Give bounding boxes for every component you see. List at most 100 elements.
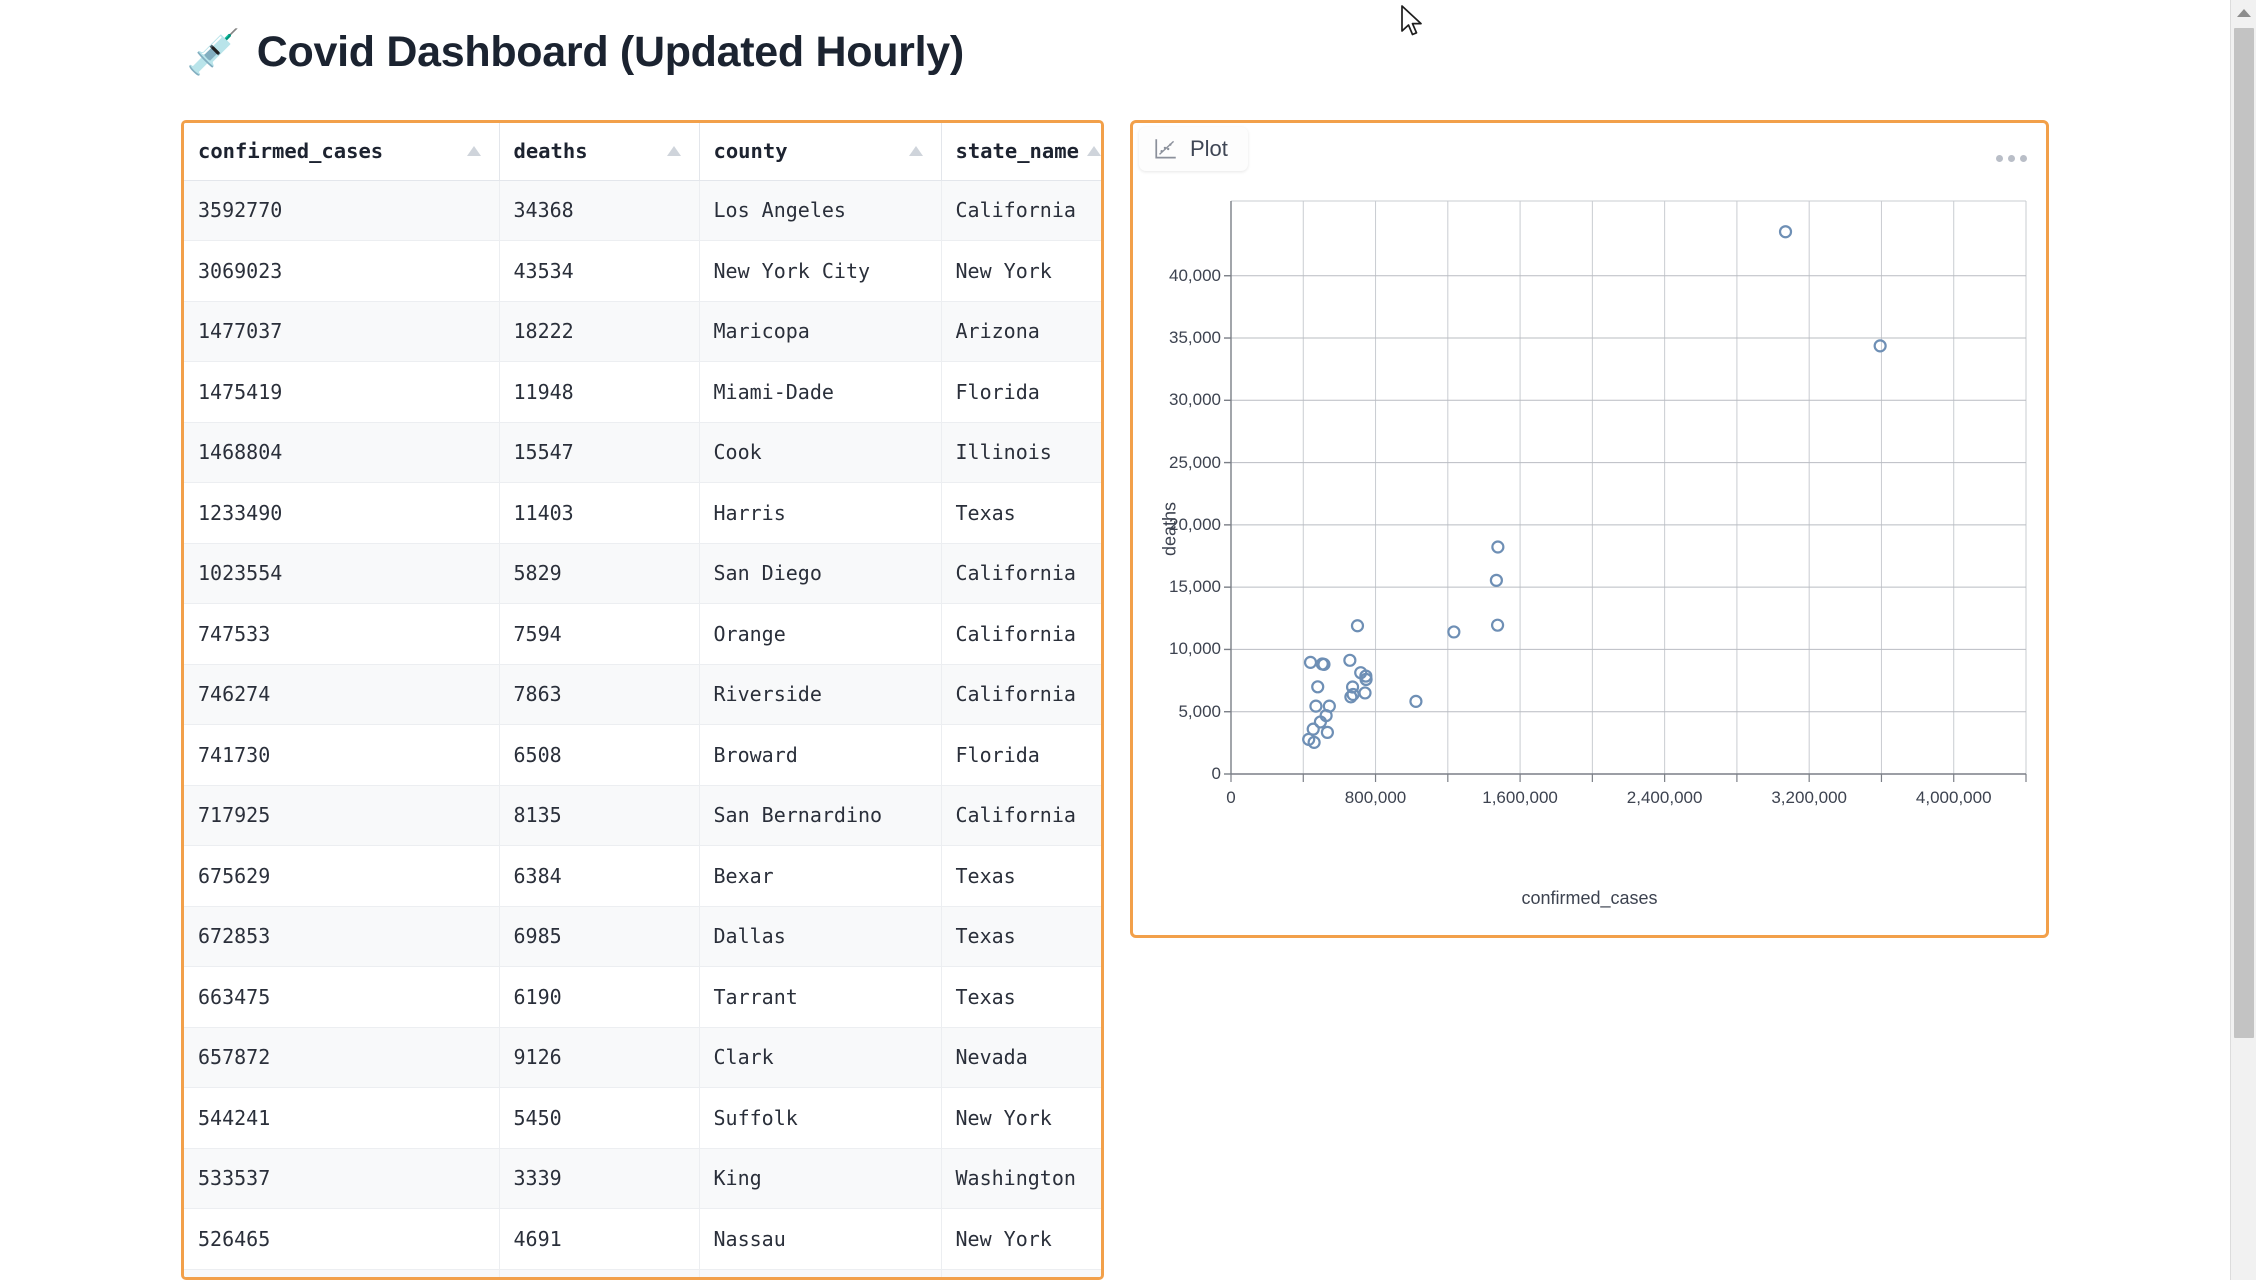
cell-deaths: 6384	[499, 845, 700, 907]
table-row[interactable]: 533537 3339 King Washington	[184, 1148, 1101, 1209]
page-title-text: Covid Dashboard (Updated Hourly)	[256, 28, 964, 76]
scatter-point[interactable]	[1491, 540, 1505, 554]
table-row[interactable]: 3069023 43534 New York City New York	[184, 240, 1101, 302]
y-tick-label: 20,000	[1169, 514, 1221, 534]
cell-county: Harris	[699, 482, 942, 544]
table-row[interactable]: 1477037 18222 Maricopa Arizona	[184, 301, 1101, 362]
y-tick-label: 10,000	[1169, 639, 1221, 659]
table-row[interactable]: 1468804 15547 Cook Illinois	[184, 422, 1101, 483]
scatter-plot-svg[interactable]	[1133, 123, 2052, 941]
scatter-point[interactable]	[1873, 339, 1887, 353]
cell-county: Maricopa	[699, 301, 942, 362]
table-row[interactable]: 1233490 11403 Harris Texas	[184, 482, 1101, 544]
cell-confirmed_cases: 1477037	[184, 301, 500, 362]
table-row[interactable]: 5145138802WayneMichigan	[184, 1269, 1101, 1277]
scatter-point[interactable]	[1490, 618, 1505, 632]
cell-confirmed_cases: 675629	[184, 845, 500, 907]
scatter-point[interactable]	[1303, 655, 1318, 669]
scatter-point[interactable]	[1350, 619, 1365, 633]
column-header-deaths[interactable]: deaths	[499, 123, 700, 181]
page-title: 💉 Covid Dashboard (Updated Hourly)	[186, 28, 964, 77]
cell-state_name: Florida	[941, 361, 1101, 423]
scatter-point[interactable]	[1778, 225, 1793, 239]
table-row[interactable]: 544241 5450 Suffolk New York	[184, 1087, 1101, 1149]
cell-state_name: Nevada	[941, 1027, 1101, 1088]
scatter-point[interactable]	[1409, 694, 1423, 708]
vertical-scrollbar[interactable]	[2230, 0, 2256, 1280]
scroll-up-arrow-icon[interactable]	[2236, 9, 2251, 17]
cell-county: Tarrant	[699, 966, 942, 1028]
cell-deaths: 9126	[499, 1027, 700, 1088]
table-row[interactable]: 1023554 5829 San Diego California	[184, 543, 1101, 604]
sort-arrow-up-icon[interactable]	[908, 146, 923, 157]
scrollbar-thumb[interactable]	[2234, 28, 2254, 1038]
table-row[interactable]: 675629 6384 Bexar Texas	[184, 845, 1101, 907]
cell-state_name: California	[941, 180, 1101, 241]
scatter-point[interactable]	[1343, 653, 1357, 667]
table-row[interactable]: 746274 7863 Riverside California	[184, 664, 1101, 725]
scatter-point[interactable]	[1309, 699, 1323, 713]
sort-arrow-up-icon[interactable]	[1086, 146, 1101, 157]
column-header-state-name[interactable]: state_name	[941, 123, 1101, 181]
cell-confirmed_cases: 3069023	[184, 240, 500, 302]
scatter-point[interactable]	[1354, 666, 1368, 680]
cell-deaths: 6190	[499, 966, 700, 1028]
scatter-point[interactable]	[1346, 687, 1360, 702]
table-row[interactable]: 717925 8135 San Bernardino California	[184, 785, 1101, 846]
x-tick-label: 800,000	[1344, 788, 1407, 807]
y-tick-label: 0	[1211, 764, 1221, 783]
cell-state_name: Texas	[941, 845, 1101, 907]
more-options-icon[interactable]	[1989, 136, 2033, 180]
y-tick-label: 35,000	[1169, 328, 1221, 348]
table-row[interactable]: 672853 6985 Dallas Texas	[184, 906, 1101, 967]
scatter-point[interactable]	[1313, 715, 1328, 729]
cell-deaths: 8135	[499, 785, 700, 846]
cell-state_name: Texas	[941, 966, 1101, 1028]
scatter-point[interactable]	[1358, 686, 1372, 700]
cell-deaths: 18222	[499, 301, 700, 362]
cell-county: Suffolk	[699, 1087, 942, 1149]
cell-state_name: California	[941, 603, 1101, 665]
scatter-point[interactable]	[1320, 725, 1335, 740]
column-header-county[interactable]: county	[699, 123, 942, 181]
column-header-confirmed-cases[interactable]: confirmed_cases	[184, 123, 500, 181]
covid-data-table: confirmed_cases deaths county	[184, 123, 1101, 1277]
cell-state_name: Texas	[941, 482, 1101, 544]
cell-deaths: 43534	[499, 240, 700, 302]
scatter-point[interactable]	[1489, 573, 1503, 587]
scatter-point[interactable]	[1307, 735, 1321, 749]
cell-confirmed_cases: 533537	[184, 1148, 500, 1209]
cell-state_name: New York	[941, 240, 1101, 302]
table-row[interactable]: 741730 6508 Broward Florida	[184, 724, 1101, 786]
cell-state_name: California	[941, 785, 1101, 846]
cell-state_name: Arizona	[941, 301, 1101, 362]
mouse-cursor	[1401, 5, 1422, 36]
scatter-point[interactable]	[1344, 690, 1358, 704]
table-row[interactable]: 3592770 34368 Los Angeles California	[184, 180, 1101, 241]
cell-deaths: 5450	[499, 1087, 700, 1149]
cell-deaths: 11403	[499, 482, 700, 544]
cell-deaths: 4691	[499, 1208, 700, 1270]
cell-deaths: 5829	[499, 543, 700, 604]
table-row[interactable]: 526465 4691 Nassau New York	[184, 1208, 1101, 1270]
plot-tab[interactable]: Plot	[1139, 127, 1248, 171]
cell-confirmed_cases: 657872	[184, 1027, 500, 1088]
table-row[interactable]: 747533 7594 Orange California	[184, 603, 1101, 665]
x-tick-label: 0	[1226, 788, 1236, 807]
table-row[interactable]: 1475419 11948 Miami-Dade Florida	[184, 361, 1101, 423]
scatter-point[interactable]	[1311, 680, 1325, 694]
cell-deaths: 34368	[499, 180, 700, 241]
x-tick-label: 4,000,000	[1915, 788, 1992, 807]
sort-arrow-up-icon[interactable]	[666, 146, 681, 157]
table-row[interactable]: 663475 6190 Tarrant Texas	[184, 966, 1101, 1028]
cell-state_name: Washington	[941, 1148, 1101, 1209]
sort-arrow-up-icon[interactable]	[466, 146, 481, 157]
cell-county: Wayne	[699, 1269, 942, 1277]
scatter-point[interactable]	[1447, 625, 1461, 639]
cell-confirmed_cases: 672853	[184, 906, 500, 967]
table-row[interactable]: 657872 9126 Clark Nevada	[184, 1027, 1101, 1088]
cell-state_name: New York	[941, 1087, 1101, 1149]
y-axis-title: deaths	[1159, 501, 1180, 557]
column-label: confirmed_cases	[198, 139, 384, 164]
